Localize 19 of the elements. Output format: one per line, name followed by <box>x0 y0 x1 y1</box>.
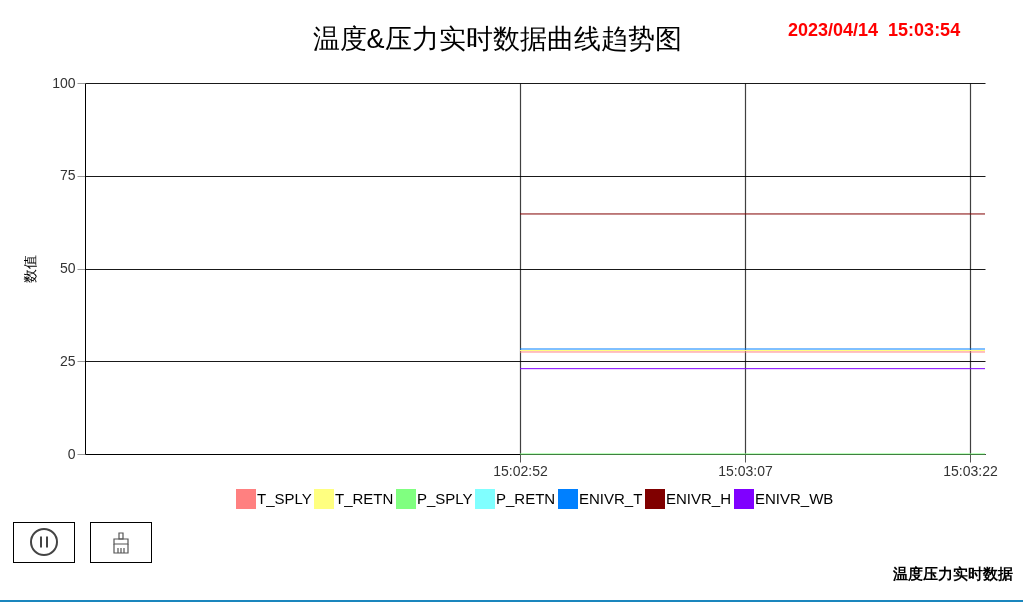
y-tick-label: 25 <box>59 352 76 369</box>
y-tick-label: 100 <box>52 74 76 91</box>
chart-title: 温度&压力实时数据曲线趋势图 <box>312 24 682 54</box>
x-tick-label: 15:03:22 <box>943 462 998 479</box>
y-tick-label: 0 <box>67 445 76 462</box>
x-tick-label: 15:02:52 <box>493 462 548 479</box>
legend-label: T_SPLY <box>257 490 312 507</box>
y-tick-label: 75 <box>59 167 76 184</box>
text: 温度压力实时数据 <box>893 565 1013 584</box>
x-tick-label: 15:03:07 <box>718 462 773 479</box>
y-axis-title: 数值 <box>22 255 39 283</box>
legend-label: ENIVR_WB <box>755 490 834 507</box>
text: 2023/04/14 15:03:54 <box>788 20 961 41</box>
legend-label: T_RETN <box>335 490 394 507</box>
legend-label: ENIVR_T <box>579 490 643 507</box>
legend-label: P_RETN <box>496 490 556 507</box>
legend-label: P_SPLY <box>417 490 473 507</box>
legend-label: ENIVR_H <box>666 490 732 507</box>
y-tick-label: 50 <box>59 260 76 276</box>
